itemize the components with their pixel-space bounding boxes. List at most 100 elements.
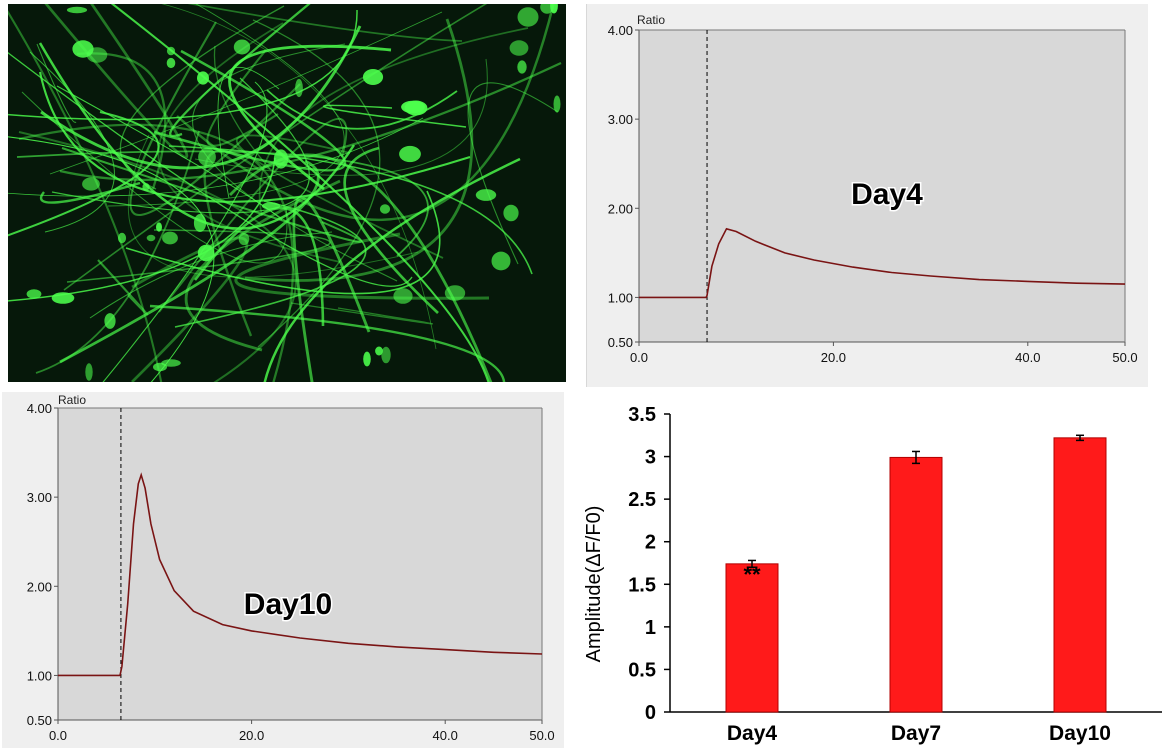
- neurite-fiber: [174, 200, 367, 328]
- cell-body: [261, 202, 281, 210]
- y-tick-label: 1.00: [608, 290, 633, 305]
- neurite-fiber: [217, 66, 280, 199]
- y-tick-label: 4.00: [27, 401, 52, 416]
- neurite-fiber: [16, 150, 429, 257]
- neurite-fiber: [18, 131, 297, 382]
- y-axis-label: Amplitude(ΔF/F0): [583, 506, 605, 663]
- neurite-fiber: [176, 4, 555, 221]
- day10-trace-chart: Ratio Day10 0.50 1.00 2.00 3.00 4.00 0.0 20.0…: [27, 393, 555, 743]
- cell-bodies: [26, 4, 561, 381]
- neurite-fiber: [234, 232, 490, 300]
- y-tick-label: 0.50: [27, 713, 52, 728]
- y-tick-label: 3: [645, 447, 656, 469]
- x-tick-label: Day10: [1049, 722, 1111, 745]
- cell-body: [401, 100, 425, 114]
- cell-body: [66, 6, 88, 14]
- x-ticks: 0.0 20.0 40.0 50.0: [49, 720, 555, 743]
- cell-body: [104, 313, 116, 329]
- neurite-fiber: [8, 51, 413, 287]
- cell-body: [153, 362, 167, 372]
- y-tick-label: 3.00: [27, 490, 52, 505]
- amplitude-bar-panel: Amplitude(ΔF/F0) 0 0.5 1 1.5 2 2.5 3 3.5 ** Day…: [570, 394, 1168, 750]
- neurite-fiber: [36, 43, 77, 123]
- cell-body: [162, 231, 178, 245]
- neurite-fiber: [292, 196, 371, 382]
- y-ticks: 0.50 1.00 2.00 3.00 4.00: [608, 23, 639, 350]
- x-tick-label: 40.0: [1015, 350, 1040, 365]
- neurite-fiber: [290, 302, 433, 325]
- neurite-fiber: [119, 5, 285, 190]
- cell-body: [197, 244, 215, 262]
- y-axis-label: Ratio: [637, 13, 665, 27]
- neurite-fiber: [131, 236, 249, 382]
- cell-body: [161, 359, 181, 367]
- neurite-fiber: [184, 179, 341, 352]
- trace-annotation: Day10: [244, 588, 332, 621]
- cell-body: [198, 147, 216, 167]
- neurite-fiber: [263, 157, 521, 382]
- cell-body: [540, 4, 554, 14]
- cell-body: [193, 214, 207, 232]
- neurite-fiber: [343, 146, 439, 314]
- y-tick-label: 1.00: [27, 668, 52, 683]
- neurite-fiber: [59, 159, 320, 364]
- cell-body: [517, 60, 527, 74]
- y-tick-label: 3.00: [608, 112, 633, 127]
- neurite-fiber: [51, 77, 310, 214]
- cell-body: [399, 145, 421, 163]
- neurite-fiber: [29, 51, 115, 233]
- x-ticks: 0.0 20.0 40.0 50.0: [630, 342, 1138, 365]
- neurite-fiber: [125, 190, 441, 295]
- cell-body: [381, 346, 391, 364]
- fluorescence-micrograph: [8, 4, 566, 382]
- neurite-fiber: [467, 82, 559, 265]
- x-tick-label: 0.0: [630, 350, 648, 365]
- cell-body: [393, 288, 413, 304]
- neurite-network: [8, 4, 562, 382]
- neurite-fiber: [61, 147, 362, 243]
- y-tick-label: 2.00: [27, 579, 52, 594]
- cell-body: [444, 285, 466, 301]
- cell-body: [86, 47, 108, 63]
- neurite-fiber: [49, 11, 443, 175]
- cell-body: [82, 177, 100, 191]
- cell-body: [503, 204, 519, 222]
- y-tick-label: 2: [645, 532, 656, 554]
- bar-day7: [889, 456, 943, 713]
- bar-day4: [725, 563, 779, 713]
- neurite-fiber: [18, 123, 295, 382]
- neurite-fiber: [149, 304, 506, 382]
- neurite-fiber: [168, 145, 533, 275]
- y-axis-label: Ratio: [58, 393, 86, 407]
- cell-body: [166, 57, 176, 69]
- neurite-fiber: [193, 206, 325, 327]
- y-tick-label: 2.5: [628, 489, 656, 511]
- neurite-fiber: [213, 45, 271, 170]
- cell-body: [117, 232, 127, 244]
- y-tick-label: 3.5: [628, 404, 656, 426]
- neurite-fiber: [161, 4, 437, 350]
- cell-body: [51, 292, 75, 304]
- neurite-fiber: [110, 4, 490, 382]
- cell-body: [85, 363, 93, 381]
- cell-body: [475, 189, 497, 201]
- neurite-fiber: [8, 111, 160, 237]
- plot-area: [58, 408, 542, 720]
- amplitude-bar-chart: Amplitude(ΔF/F0) 0 0.5 1 1.5 2 2.5 3 3.5 ** Day…: [583, 404, 1162, 745]
- cell-body: [166, 46, 176, 56]
- x-tick-label: 50.0: [529, 728, 554, 743]
- neurite-fiber: [169, 4, 311, 138]
- neurite-fiber: [228, 153, 493, 382]
- neurite-fiber: [39, 181, 141, 204]
- y-ticks: 0 0.5 1 1.5 2 2.5 3 3.5: [628, 404, 670, 724]
- neurite-fiber: [194, 58, 488, 176]
- x-tick-label: 0.0: [49, 728, 67, 743]
- neurite-fiber: [21, 91, 288, 264]
- x-tick-label: Day7: [891, 722, 941, 745]
- trace-annotation: Day4: [851, 178, 923, 211]
- neurite-fiber: [258, 27, 529, 217]
- day10-trace-panel: Ratio Day10 0.50 1.00 2.00 3.00 4.00 0.0 20.0…: [2, 392, 564, 748]
- cell-body: [362, 69, 384, 85]
- y-tick-label: 2.00: [608, 201, 633, 216]
- cell-body: [553, 95, 561, 113]
